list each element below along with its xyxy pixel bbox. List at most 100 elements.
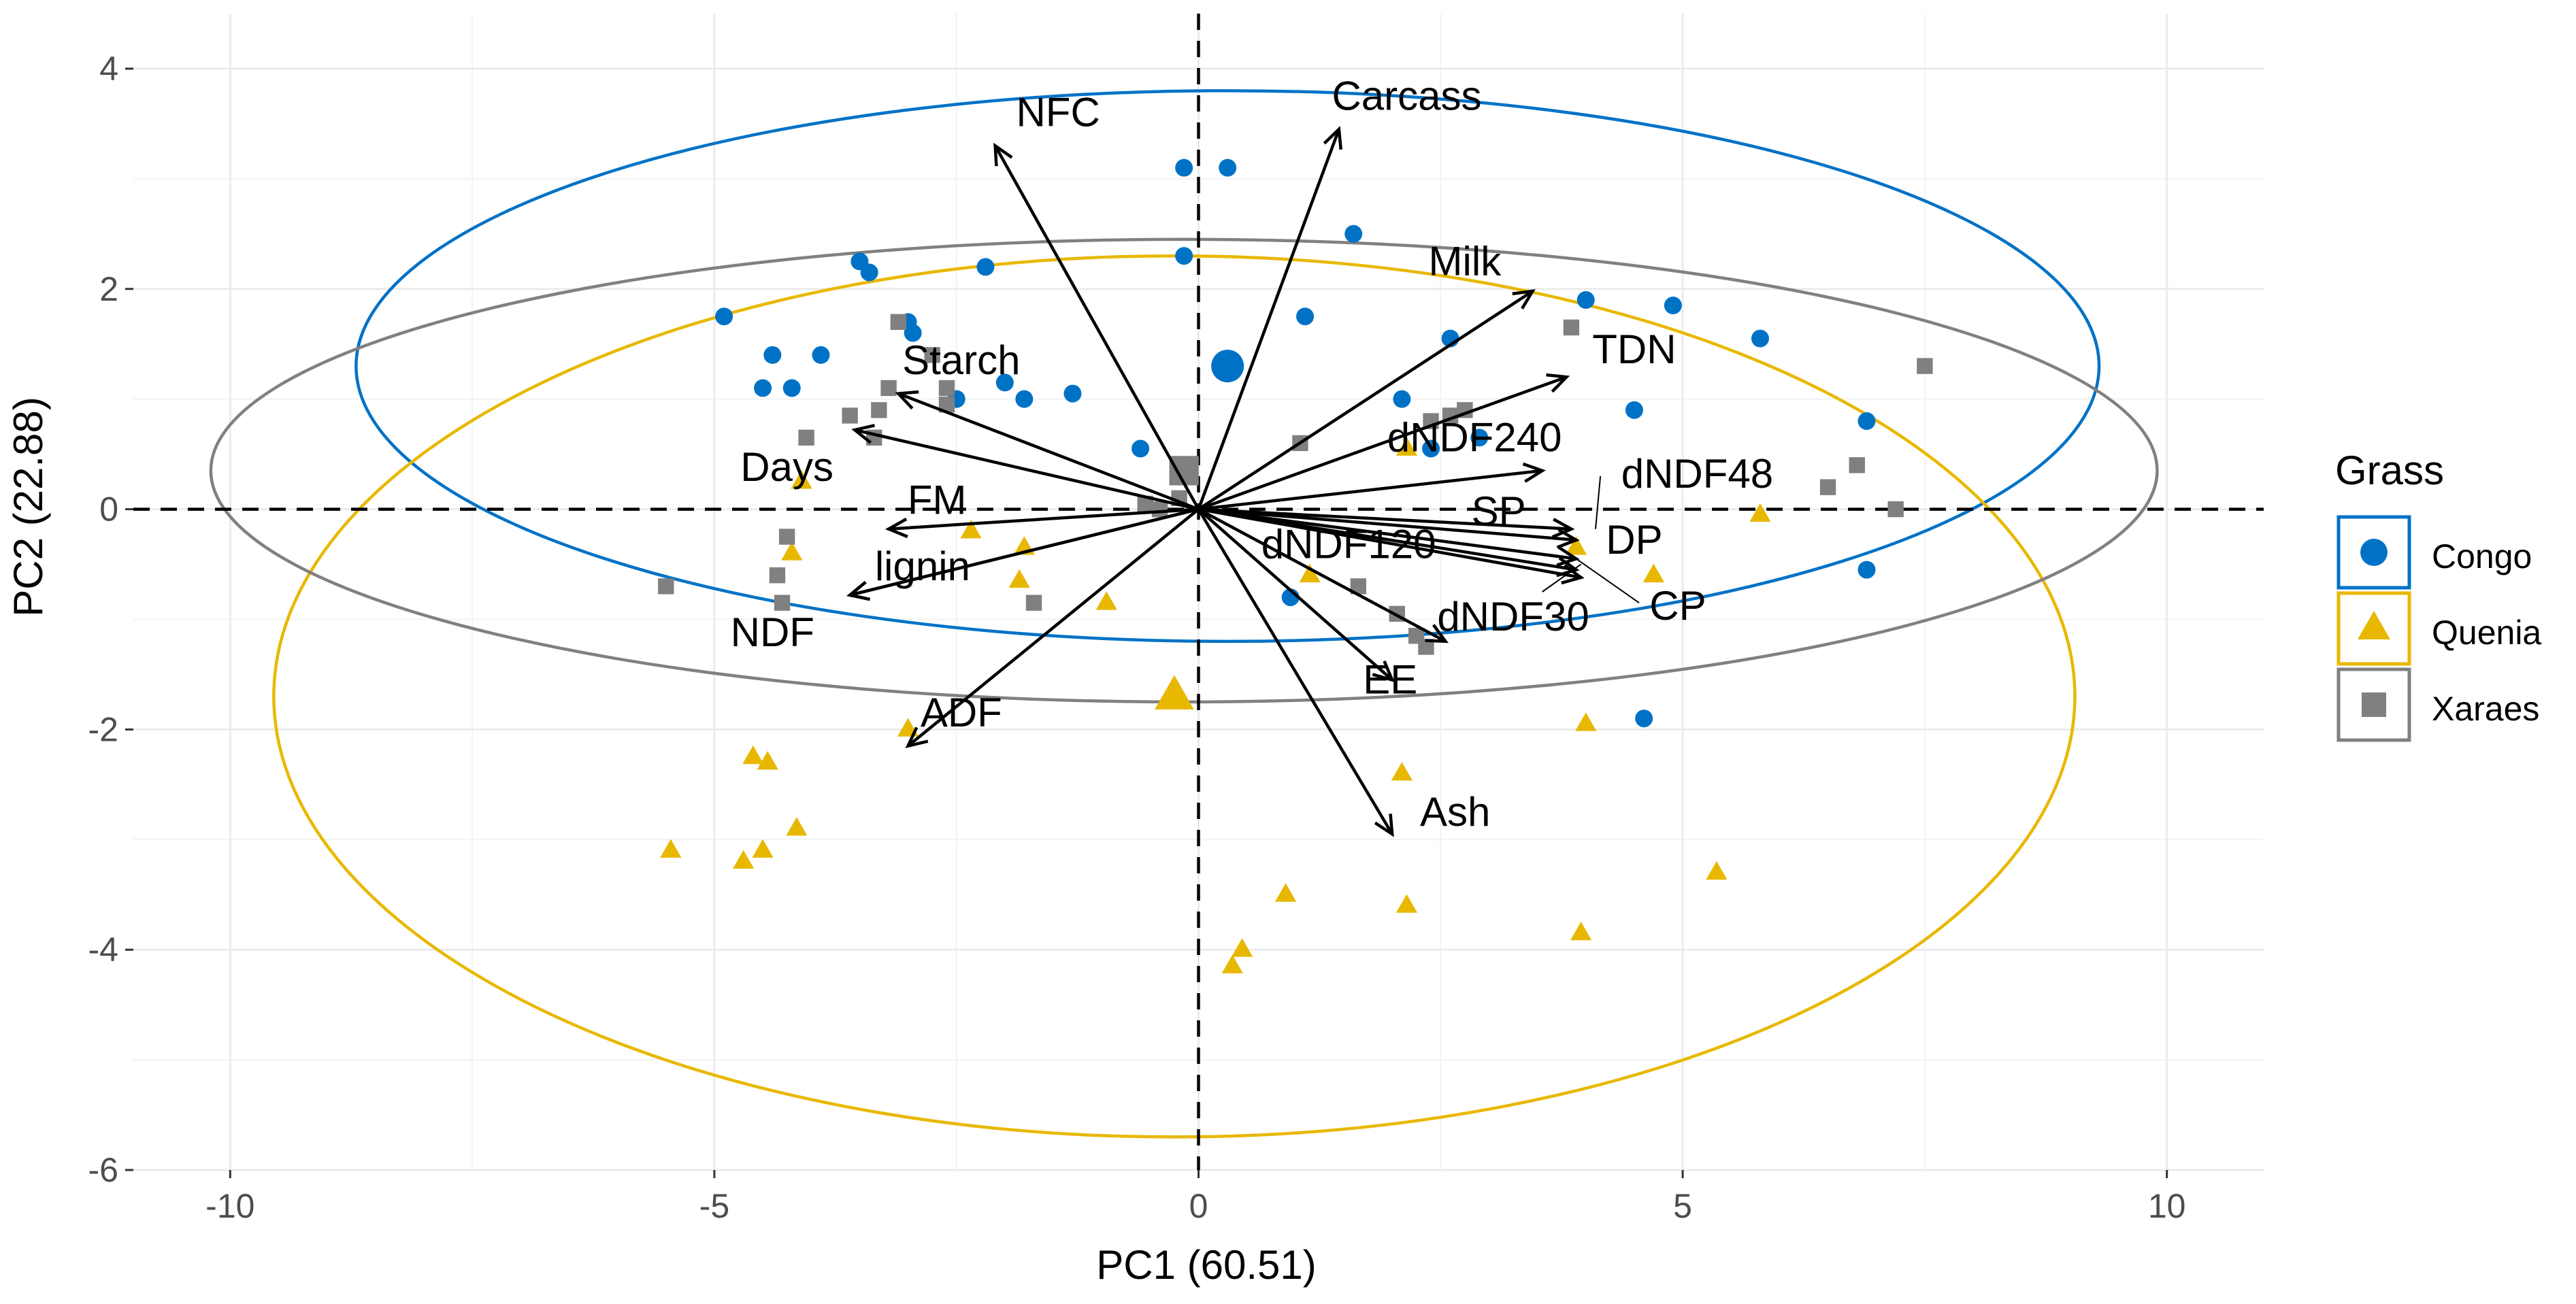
arrow-days [851,424,1200,511]
point-xaraes [842,407,858,424]
y-tick-label: 4 [99,50,118,88]
point-quenia [733,850,755,869]
x-tick-label: -10 [205,1187,254,1225]
label-ash: Ash [1420,789,1490,835]
arrow-head [895,390,919,409]
arrow-head [1522,462,1546,483]
point-xaraes [769,567,786,584]
x-tick-label: 5 [1673,1187,1692,1225]
legend-marker-xaraes [2362,692,2386,717]
point-xaraes [774,595,791,611]
arrow-dndf240 [1198,462,1546,511]
arrow-shaft [1198,507,1572,531]
point-congo [1625,401,1643,419]
point-xaraes [890,314,907,331]
point-xaraes [1887,501,1904,518]
point-congo [1664,297,1682,315]
arrow-head [1561,564,1585,585]
point-xaraes [778,529,795,545]
point-quenia [660,839,682,858]
x-tick-label: -5 [699,1187,729,1225]
arrow-adf [905,507,1200,748]
ellipse-congo [354,89,2101,643]
point-congo [904,324,922,342]
arrow-shaft [1198,507,1447,643]
arrow-fm [885,507,1199,539]
point-congo [782,379,801,397]
point-xaraes [1917,358,1933,374]
point-quenia [1391,762,1413,781]
legend-label-congo: Congo [2432,537,2532,575]
legend: Grass Congo Quenia Xaraes [2335,448,2541,742]
y-tick-label: 2 [99,270,118,308]
point-quenia [1396,437,1418,456]
series-congo [715,158,1876,728]
point-congo [1175,158,1193,177]
point-quenia [1570,921,1592,941]
arrow-shaft [854,428,1200,511]
point-congo [1175,247,1193,265]
label-starch: Starch [902,337,1020,383]
arrow-shaft [1198,375,1568,511]
y-tick-label: -2 [88,710,118,748]
arrow-head [993,142,1013,167]
legend-label-xaraes: Xaraes [2432,690,2539,728]
arrow-shaft [849,507,1200,597]
point-quenia [1396,894,1418,913]
point-xaraes [1137,495,1153,512]
point-quenia [1274,883,1297,902]
label-sp: SP [1472,488,1526,534]
arrow-head [1323,126,1342,150]
y-tick-label: -6 [88,1151,118,1189]
label-dndf240: dNDF240 [1387,414,1562,460]
point-congo [1857,561,1876,579]
point-xaraes [871,402,887,418]
arrow-milk [1198,289,1536,511]
arrow-shaft [1198,507,1393,682]
label-dndf30: dNDF30 [1437,594,1589,639]
point-congo [1393,390,1411,408]
point-congo [754,379,772,397]
arrow-head [1425,624,1449,643]
point-congo [1470,429,1489,447]
arrow-dndf48 [1198,507,1575,539]
point-congo [1635,709,1653,728]
point-quenia [1706,860,1728,880]
legend-title: Grass [2335,448,2444,493]
arrow-shaft [993,145,1200,510]
point-quenia [742,745,764,765]
arrow-nfc [993,142,1200,510]
point-xaraes [1849,457,1865,473]
point-congo [1063,384,1082,403]
point-congo [715,307,733,326]
arrow-shaft [1198,507,1582,580]
point-congo [1344,224,1363,243]
leader-dndf30 [1542,563,1582,592]
label-cp: CP [1649,583,1706,629]
point-xaraes [1418,639,1434,655]
point-quenia [1299,563,1321,583]
arrow-head [846,580,870,601]
arrow-shaft [1198,469,1542,511]
point-xaraes [880,380,897,397]
point-quenia [1231,938,1253,957]
label-fm: FM [908,478,967,523]
x-tick-label: 0 [1189,1187,1208,1225]
legend-marker-congo [2360,539,2388,566]
arrow-cp [1198,507,1585,585]
y-tick-label: 0 [99,490,118,529]
arrow-head [1372,660,1396,682]
arrow-head [1556,528,1580,549]
point-xaraes [1350,578,1367,595]
point-congo [1015,390,1034,408]
point-xaraes [1563,319,1580,336]
arrow-head [851,424,876,444]
arrow-dndf30 [1198,507,1449,643]
label-dp: DP [1606,517,1662,563]
point-congo [995,373,1014,392]
arrow-shaft [888,507,1199,531]
label-milk: Milk [1429,238,1502,284]
y-axis-title: PC2 (22.88) [5,397,51,617]
ellipse-quenia [272,254,2077,1139]
point-quenia [781,541,803,561]
